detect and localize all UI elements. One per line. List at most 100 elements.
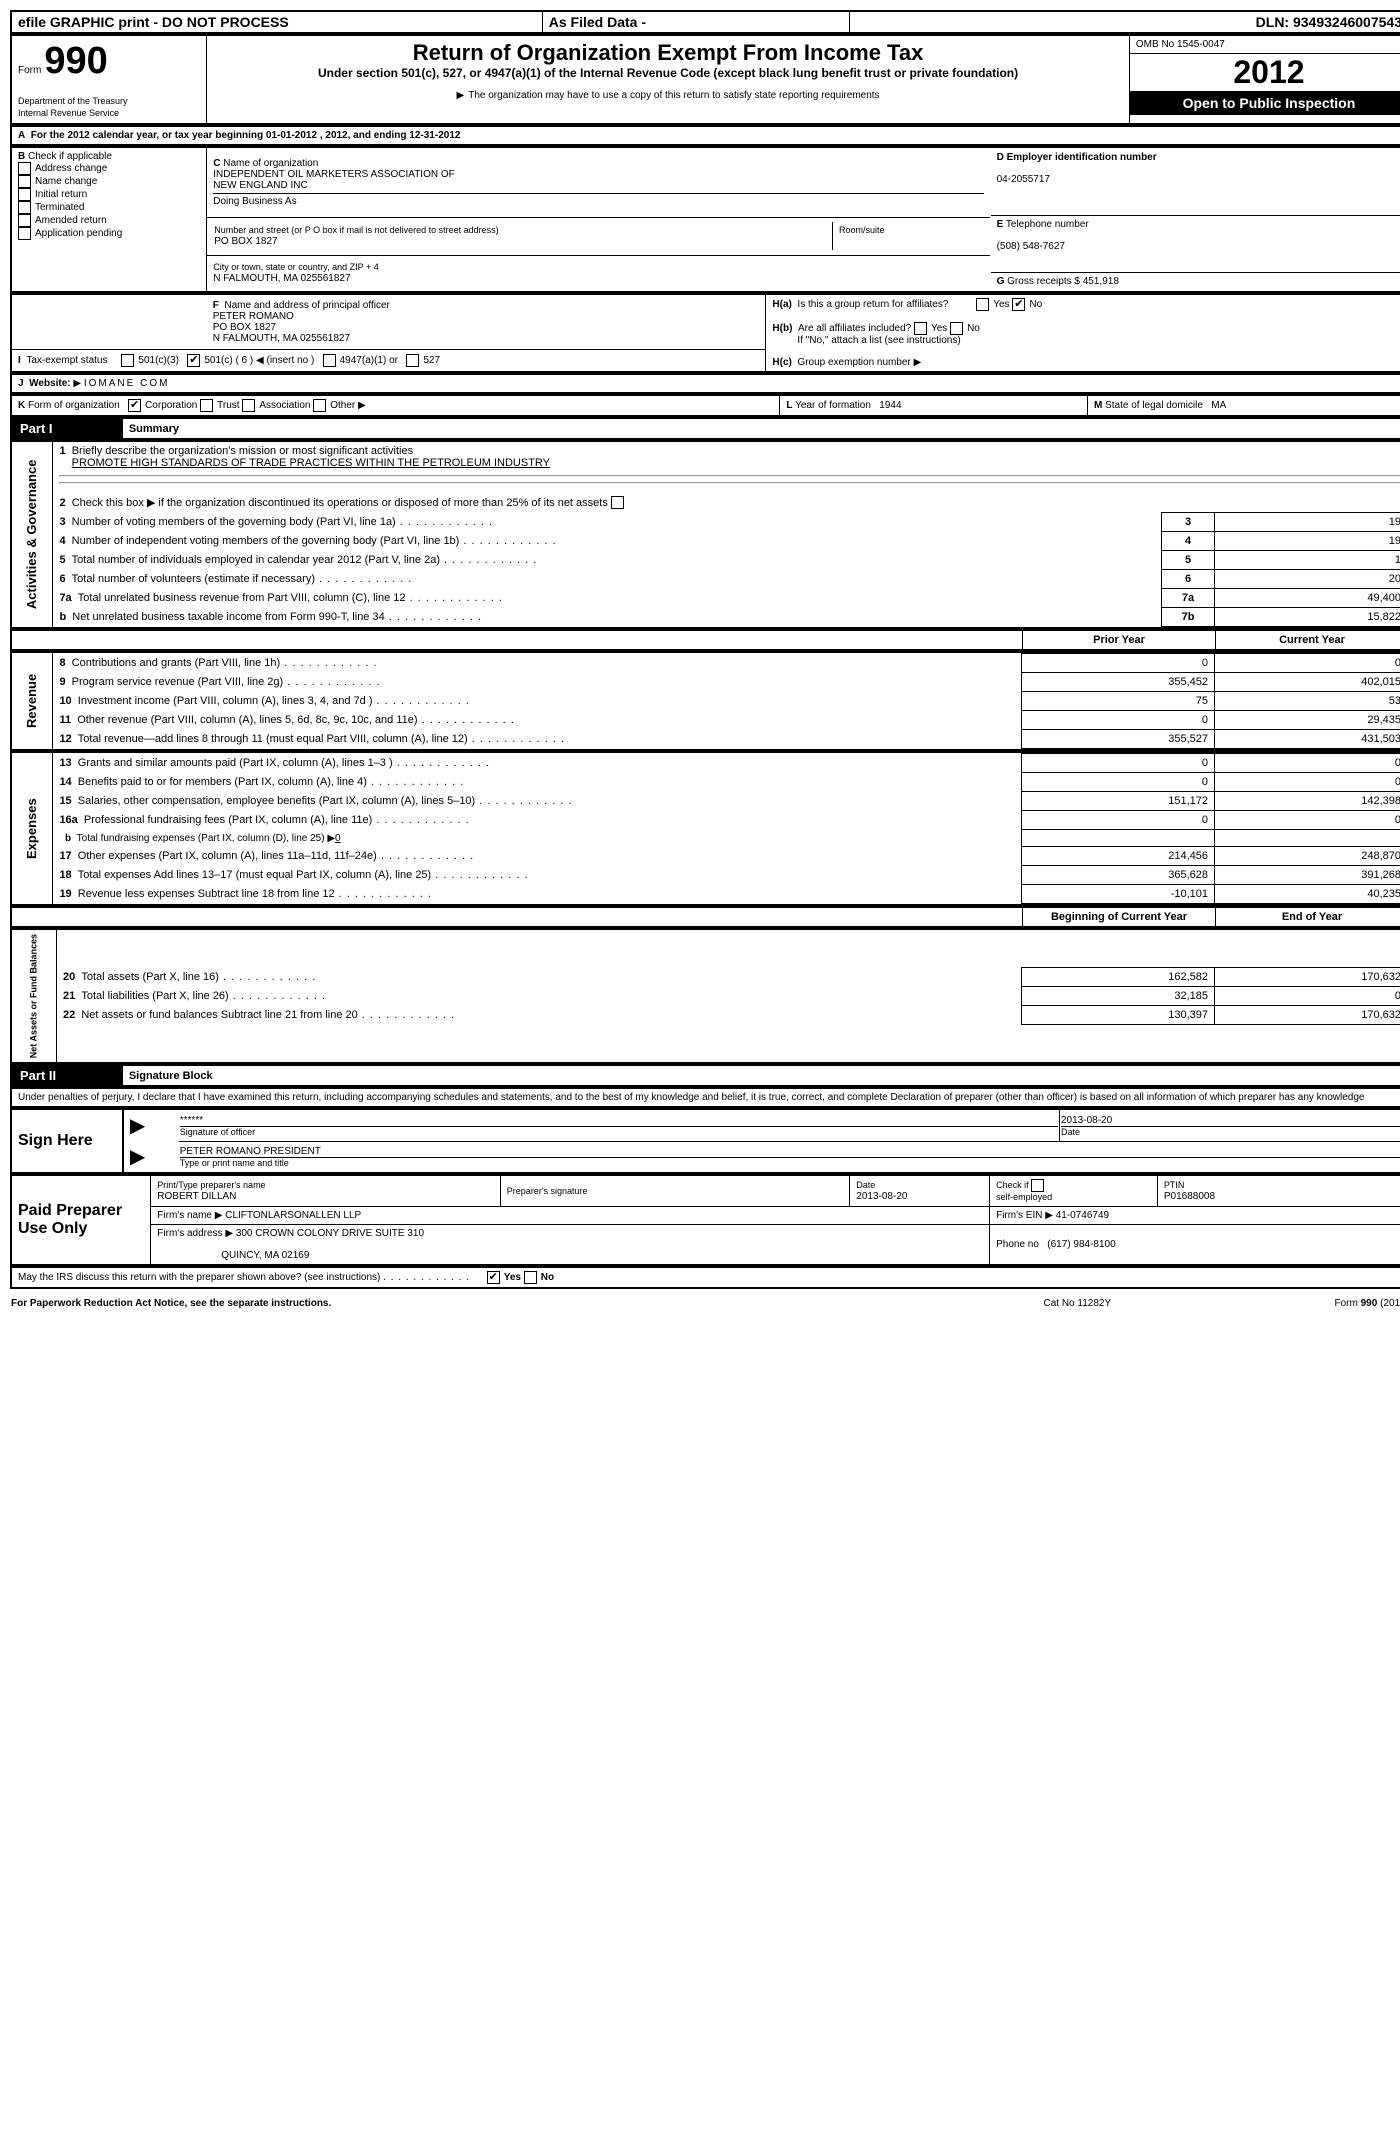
discuss-yes: Yes [504,1272,521,1283]
officer-name-title: PETER ROMANO PRESIDENT [180,1146,321,1157]
vlabel-revenue: Revenue [11,652,53,750]
checkbox-amended[interactable] [18,214,31,227]
section-b: B Check if applicable Address change Nam… [11,147,207,292]
return-title: Return of Organization Exempt From Incom… [213,40,1123,66]
part2-subtitle: Signature Block [123,1065,1400,1086]
section-c-city: City or town, state or country, and ZIP … [207,255,990,292]
i-opt-1: 501(c) ( 6 ) [204,355,253,366]
discuss-row: May the IRS discuss this return with the… [11,1267,1400,1288]
firm-ein-label: Firm's EIN ▶ [996,1210,1053,1221]
mission-text: PROMOTE HIGH STANDARDS OF TRADE PRACTICE… [72,457,550,469]
c-name-label: Name of organization [223,158,318,169]
b-item-1: Name change [35,176,97,187]
part2-label: Part II [11,1065,123,1086]
paperwork-notice: For Paperwork Reduction Act Notice, see … [10,1297,973,1310]
col-prior: Prior Year [1023,630,1216,650]
part1-subtitle: Summary [123,418,1400,439]
city-label: City or town, state or country, and ZIP … [213,262,379,272]
sig-stars: ****** [180,1115,203,1126]
checkbox-corp[interactable]: ✔ [128,399,141,412]
checkbox-501c3[interactable] [121,354,134,367]
k-opt-0: Corporation [145,400,197,411]
street-label: Number and street (or P O box if mail is… [214,225,498,235]
hb-no: No [967,323,980,334]
e-label: Telephone number [1006,219,1089,230]
exp-rows-row-16a: 16a Professional fundraising fees (Part … [53,811,1400,830]
section-h: H(a) Is this a group return for affiliat… [766,294,1400,372]
i-opt-4: 527 [423,355,440,366]
firm-addr-label: Firm's address ▶ [157,1228,233,1239]
checkbox-discuss-yes[interactable]: ✔ [487,1271,500,1284]
k-opt-1: Trust [217,400,239,411]
checkbox-self-employed[interactable] [1031,1179,1044,1192]
as-filed-label: As Filed Data - [542,11,850,33]
checkbox-other[interactable] [313,399,326,412]
officer-name: PETER ROMANO [213,311,294,322]
prep-date-label: Date [856,1180,875,1190]
omb-number: 1545-0047 [1177,39,1225,50]
rev-rows-row-9: 9 Program service revenue (Part VIII, li… [53,673,1400,692]
g-label: Gross receipts $ [1007,276,1080,287]
omb-label: OMB No [1136,39,1174,50]
checkbox-assoc[interactable] [242,399,255,412]
section-i: I Tax-exempt status 501(c)(3) ✔501(c) ( … [11,350,766,372]
ag-row-5: 5 Total number of individuals employed i… [53,551,1400,570]
checkbox-discuss-no[interactable] [524,1271,537,1284]
i-opt-3: 4947(a)(1) or [340,355,398,366]
declaration: Under penalties of perjury, I declare th… [11,1088,1400,1107]
phone-value: (508) 548-7627 [997,241,1065,252]
checkbox-initial-return[interactable] [18,188,31,201]
exp-rows-row-19: 19 Revenue less expenses Subtract line 1… [53,885,1400,904]
hb-yes: Yes [931,323,947,334]
checkbox-501c[interactable]: ✔ [187,354,200,367]
section-m: M State of legal domicile MA [1087,395,1400,416]
line-a-tax-year: A For the 2012 calendar year, or tax yea… [11,126,1400,145]
exp-rows-row-13: 13 Grants and similar amounts paid (Part… [53,754,1400,773]
section-f: F Name and address of principal officer … [207,294,766,350]
sig-date: 2013-08-20 [1061,1115,1112,1126]
checkbox-terminated[interactable] [18,201,31,214]
b-label: Check if applicable [28,151,112,162]
vlabel-activities: Activities & Governance [11,441,53,628]
check-if: Check if [996,1180,1029,1190]
checkbox-address-change[interactable] [18,162,31,175]
section-k: K Form of organization ✔Corporation Trus… [11,395,780,416]
j-label: Website: [29,378,71,389]
section-l: L Year of formation 1944 [780,395,1088,416]
state-reporting-note: The organization may have to use a copy … [213,90,1123,101]
firm-ein: 41-0746749 [1056,1210,1109,1221]
na-rows-row-21: 21 Total liabilities (Part X, line 26) 3… [57,987,1400,1006]
checkbox-4947[interactable] [323,354,336,367]
k-label: Form of organization [28,400,120,411]
part1-label: Part I [11,418,123,439]
m-label: State of legal domicile [1105,400,1203,411]
checkbox-pending[interactable] [18,227,31,240]
org-name-1: INDEPENDENT OIL MARKETERS ASSOCIATION OF [213,169,455,180]
checkbox-ha-no[interactable]: ✔ [1012,298,1025,311]
firm-name: CLIFTONLARSONALLEN LLP [225,1210,361,1221]
self-emp: self-employed [996,1192,1052,1202]
exp-rows-row-17: 17 Other expenses (Part IX, column (A), … [53,847,1400,866]
f-label: Name and address of principal officer [224,300,389,311]
checkbox-discontinued[interactable] [611,496,624,509]
ag-row-7a: 7a Total unrelated business revenue from… [53,589,1400,608]
line-a-text: For the 2012 calendar year, or tax year … [31,130,461,141]
org-name-2: NEW ENGLAND INC [213,180,307,191]
ha-label: Is this a group return for affiliates? [797,299,948,310]
officer-city: N FALMOUTH, MA 025561827 [213,333,350,344]
dln-value: 93493246007543 [1293,14,1400,30]
checkbox-hb-yes[interactable] [914,322,927,335]
dept-label: Department of the Treasury [18,96,128,106]
k-opt-2: Association [259,400,310,411]
checkbox-ha-yes[interactable] [976,298,989,311]
sign-here-label: Sign Here [11,1109,123,1173]
checkbox-trust[interactable] [200,399,213,412]
checkbox-527[interactable] [406,354,419,367]
paid-preparer-label: Paid Preparer Use Only [11,1175,151,1265]
checkbox-hb-no[interactable] [950,322,963,335]
na-rows-row-22: 22 Net assets or fund balances Subtract … [57,1006,1400,1025]
line-2: 2 Check this box ▶ if the organization d… [53,493,1400,513]
hc-label: Group exemption number [797,357,910,368]
line1-label: Briefly describe the organization's miss… [72,445,413,457]
checkbox-name-change[interactable] [18,175,31,188]
